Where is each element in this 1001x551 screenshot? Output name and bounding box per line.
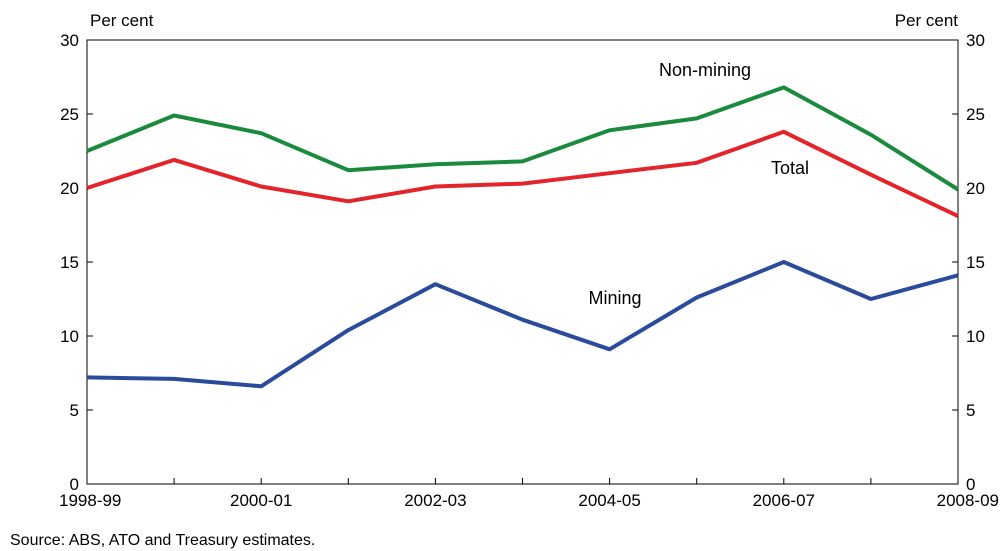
series-line-non-mining <box>86 85 960 192</box>
y-tick-label-left: 0 <box>70 475 79 494</box>
x-tick-label: 2000-01 <box>230 491 292 510</box>
x-tick-label: 2006-07 <box>753 491 815 510</box>
y-tick-label-right: 5 <box>966 401 975 420</box>
x-tick-label: 2004-05 <box>578 491 640 510</box>
right-axis-unit: Per cent <box>895 11 959 30</box>
y-tick-label-right: 0 <box>966 475 975 494</box>
y-tick-label-right: 15 <box>966 253 985 272</box>
series-label-non-mining: Non-mining <box>659 60 751 80</box>
source-note: Source: ABS, ATO and Treasury estimates. <box>10 532 315 549</box>
x-tick-label: 1998-99 <box>59 491 121 510</box>
axes: 0 0 5 5 10 10 15 15 20 20 25 25 30 30 1998-99 2000-01 20… <box>59 31 999 510</box>
series-label-total: Total <box>771 158 809 178</box>
y-tick-label-left: 30 <box>60 31 79 50</box>
left-axis-unit: Per cent <box>90 11 154 30</box>
y-tick-label-left: 5 <box>70 401 79 420</box>
y-tick-label-right: 25 <box>966 105 985 124</box>
y-tick-label-right: 20 <box>966 179 985 198</box>
y-tick-label-right: 30 <box>966 31 985 50</box>
series-label-mining: Mining <box>588 288 641 308</box>
y-tick-label-left: 15 <box>60 253 79 272</box>
y-tick-label-left: 20 <box>60 179 79 198</box>
x-tick-label: 2002-03 <box>404 491 466 510</box>
y-tick-label-right: 10 <box>966 327 985 346</box>
series-line-mining <box>86 260 959 389</box>
series-line-total <box>86 129 959 218</box>
y-tick-label-left: 10 <box>60 327 79 346</box>
series-lines <box>86 85 960 389</box>
plot-border <box>86 39 959 485</box>
plot-frame <box>86 39 959 485</box>
x-tick-label: 2008-09 <box>937 491 999 510</box>
y-tick-label-left: 25 <box>60 105 79 124</box>
